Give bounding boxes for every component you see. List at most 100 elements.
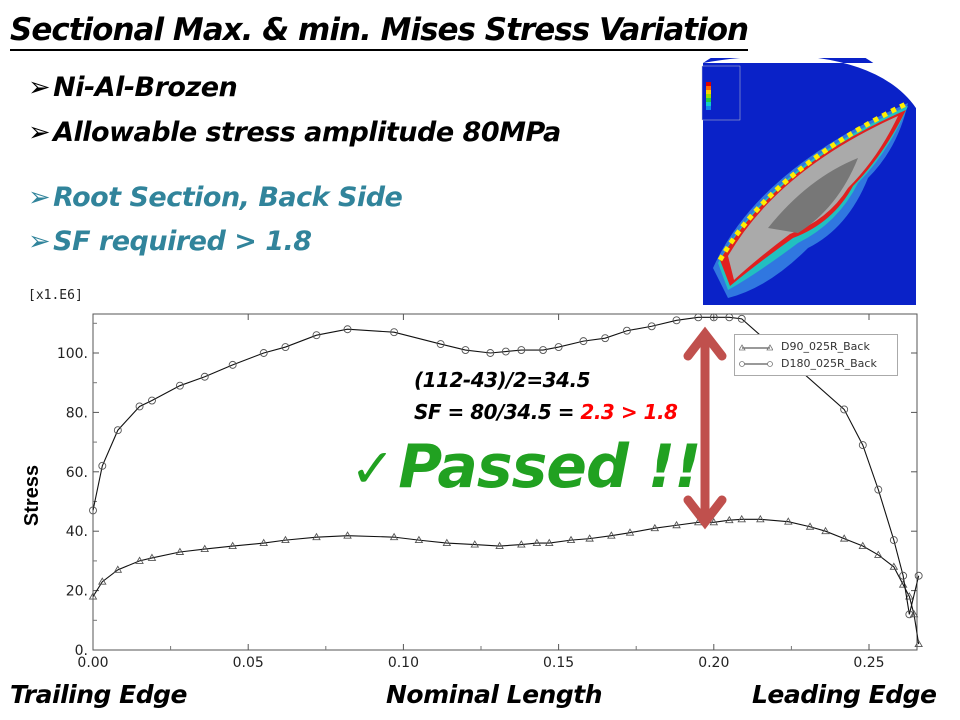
data-point-circle	[135, 402, 144, 411]
data-point-circle	[200, 372, 209, 381]
legend-item-d90: D90_025R_Back	[739, 340, 870, 353]
data-point-triangle	[113, 565, 123, 573]
amplitude-calculation: (112-43)/2=34.5	[414, 368, 591, 392]
chart-legend: D90_025R_Back D180_025R_Back	[734, 334, 898, 376]
bullet-material: ➢ Ni-Al-Brozen	[28, 72, 238, 103]
data-point-triangle	[839, 534, 849, 542]
data-point-triangle	[495, 541, 504, 549]
bullet-text: Allowable stress amplitude 80MPa	[53, 117, 561, 148]
x-tick-label: 0.10	[388, 655, 419, 671]
data-point-triangle	[858, 541, 868, 549]
data-point-triangle	[585, 534, 594, 542]
data-point-circle	[343, 325, 352, 334]
data-point-triangle	[607, 531, 616, 539]
data-point-circle	[175, 381, 184, 390]
data-point-circle	[725, 313, 734, 322]
slide-title: Sectional Max. & min. Mises Stress Varia…	[10, 12, 749, 51]
data-point-triangle	[281, 535, 290, 544]
data-point-circle	[709, 313, 718, 322]
arrow-bullet-icon: ➢	[28, 117, 51, 148]
bullet-allowable-stress: ➢ Allowable stress amplitude 80MPa	[28, 117, 561, 148]
data-point-circle	[539, 346, 548, 354]
data-point-circle	[113, 426, 122, 435]
data-point-circle	[436, 340, 445, 349]
data-point-circle	[858, 441, 867, 450]
data-point-triangle	[135, 556, 144, 564]
data-point-triangle	[650, 523, 660, 532]
data-point-triangle	[259, 538, 269, 547]
arrow-bullet-icon: ➢	[28, 72, 51, 103]
x-tick-label: 0.05	[233, 655, 264, 671]
data-point-triangle	[784, 517, 793, 525]
data-point-circle	[517, 346, 526, 354]
trailing-edge-label: Trailing Edge	[10, 680, 187, 709]
circle-marker-icon	[739, 360, 773, 367]
bullet-section: ➢ Root Section, Back Side	[28, 182, 403, 213]
data-point-circle	[579, 337, 588, 346]
data-point-triangle	[200, 544, 210, 552]
data-point-triangle	[442, 538, 452, 547]
data-point-circle	[622, 326, 631, 335]
data-point-triangle	[905, 592, 914, 600]
leading-edge-label: Leading Edge	[752, 680, 937, 709]
legend-label: D90_025R_Back	[781, 340, 870, 353]
bullet-text: Ni-Al-Brozen	[53, 72, 238, 103]
sf-formula: SF = 80/34.5 =	[414, 400, 581, 424]
data-point-circle	[647, 322, 656, 331]
data-point-triangle	[737, 514, 747, 523]
plot-frame	[92, 313, 918, 651]
data-point-triangle	[175, 547, 185, 555]
data-point-triangle	[805, 522, 815, 530]
data-point-triangle	[874, 550, 883, 558]
data-point-triangle	[909, 609, 919, 618]
x-tick-label: 0.15	[543, 655, 574, 671]
data-point-circle	[259, 349, 268, 357]
arrow-bullet-icon: ➢	[28, 226, 51, 257]
data-point-triangle	[470, 540, 480, 548]
data-point-circle	[554, 343, 563, 352]
data-point-circle	[461, 346, 470, 354]
data-point-circle	[89, 506, 97, 515]
nominal-length-label: Nominal Length	[386, 680, 603, 709]
data-point-triangle	[88, 592, 98, 600]
data-point-circle	[501, 347, 510, 356]
data-point-triangle	[389, 532, 399, 541]
data-point-triangle	[821, 526, 830, 535]
data-point-triangle	[98, 577, 107, 585]
bullet-text: SF required > 1.8	[53, 226, 312, 257]
passed-banner: ✓Passed !!	[350, 432, 702, 502]
arrow-bullet-icon: ➢	[28, 182, 51, 213]
triangle-marker-icon	[739, 343, 773, 350]
series-line-D90_025R_Back	[92, 518, 920, 645]
legend-label: D180_025R_Back	[781, 357, 877, 370]
data-point-circle	[228, 360, 237, 369]
check-icon: ✓	[350, 437, 395, 500]
y-tick-label: 100.	[57, 346, 88, 362]
data-point-circle	[840, 405, 849, 414]
data-point-circle	[148, 396, 156, 405]
data-point-triangle	[228, 541, 237, 549]
max-min-arrow	[683, 326, 727, 530]
data-point-triangle	[625, 528, 635, 536]
contour-legend	[706, 82, 711, 110]
data-point-circle	[694, 313, 703, 322]
y-tick-label: 60.	[66, 465, 88, 481]
bullet-sf-required: ➢ SF required > 1.8	[28, 226, 312, 257]
data-point-triangle	[343, 531, 352, 539]
y-tick-label: 80.	[66, 405, 88, 421]
data-point-circle	[486, 349, 495, 357]
legend-item-d180: D180_025R_Back	[739, 357, 877, 370]
data-point-circle	[672, 316, 681, 325]
x-tick-label: 0.25	[853, 655, 884, 671]
sf-result: 2.3 > 1.8	[580, 400, 678, 424]
data-point-circle	[390, 328, 399, 337]
series-line-D180_025R_Back	[92, 316, 920, 615]
data-point-triangle	[312, 532, 321, 541]
data-point-triangle	[725, 515, 734, 524]
x-tick-label: 0.00	[77, 655, 108, 671]
data-point-circle	[874, 485, 883, 494]
passed-label: Passed !!	[398, 432, 701, 502]
data-point-triangle	[517, 540, 526, 548]
y-tick-label: 40.	[66, 524, 88, 540]
data-point-triangle	[545, 538, 554, 547]
